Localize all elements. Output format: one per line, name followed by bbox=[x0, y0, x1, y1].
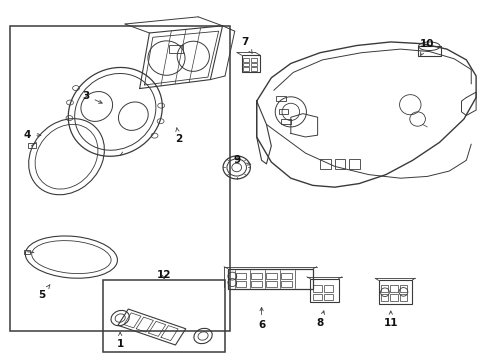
Bar bbox=[168, 45, 182, 53]
Bar bbox=[10, 26, 229, 330]
Bar bbox=[310, 279, 338, 302]
Bar bbox=[243, 63, 249, 66]
Bar bbox=[265, 281, 276, 287]
Bar bbox=[389, 285, 397, 292]
Bar bbox=[380, 294, 387, 301]
Bar bbox=[243, 58, 249, 62]
Text: 2: 2 bbox=[175, 128, 182, 144]
Bar bbox=[399, 285, 406, 292]
Text: 5: 5 bbox=[39, 285, 50, 300]
Text: 11: 11 bbox=[383, 311, 397, 328]
Bar bbox=[250, 58, 257, 62]
Bar bbox=[278, 109, 288, 114]
Bar bbox=[334, 159, 345, 169]
Bar bbox=[378, 280, 411, 304]
Bar bbox=[241, 55, 260, 72]
Bar bbox=[389, 294, 397, 301]
Bar bbox=[281, 120, 290, 125]
Bar bbox=[399, 294, 406, 301]
Bar bbox=[235, 281, 246, 287]
Text: 1: 1 bbox=[116, 332, 123, 349]
Text: 9: 9 bbox=[233, 155, 250, 165]
Bar bbox=[312, 294, 321, 300]
Bar bbox=[250, 63, 257, 66]
Bar bbox=[417, 46, 440, 56]
Bar bbox=[312, 285, 321, 292]
Bar bbox=[250, 67, 257, 71]
Bar bbox=[324, 294, 332, 300]
Text: 7: 7 bbox=[240, 37, 252, 53]
Bar bbox=[281, 281, 291, 287]
Bar bbox=[24, 250, 30, 254]
Text: 6: 6 bbox=[257, 307, 264, 330]
Bar bbox=[227, 269, 313, 289]
Bar bbox=[276, 96, 285, 101]
Text: 12: 12 bbox=[157, 270, 171, 280]
Text: 8: 8 bbox=[316, 311, 324, 328]
Bar bbox=[103, 280, 224, 352]
Text: 10: 10 bbox=[419, 39, 434, 55]
Bar bbox=[380, 285, 387, 292]
Bar bbox=[348, 159, 359, 169]
Bar bbox=[250, 281, 261, 287]
Bar bbox=[27, 143, 36, 148]
Bar bbox=[320, 159, 330, 169]
Text: 4: 4 bbox=[24, 130, 41, 140]
Bar bbox=[243, 67, 249, 71]
Text: 3: 3 bbox=[82, 91, 102, 103]
Bar bbox=[324, 285, 332, 292]
Bar bbox=[250, 273, 261, 279]
Bar bbox=[265, 273, 276, 279]
Bar bbox=[281, 273, 291, 279]
Bar bbox=[235, 273, 246, 279]
